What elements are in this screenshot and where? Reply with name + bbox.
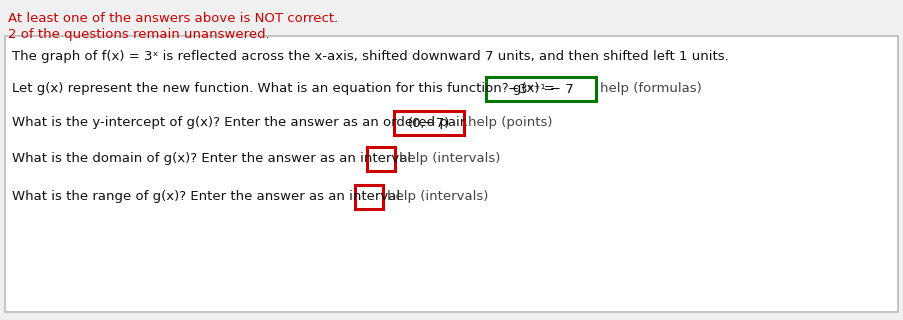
FancyBboxPatch shape <box>367 147 395 171</box>
Text: help (formulas): help (formulas) <box>600 82 701 95</box>
Text: help (intervals): help (intervals) <box>398 152 500 165</box>
FancyBboxPatch shape <box>5 36 897 312</box>
FancyBboxPatch shape <box>394 111 463 135</box>
Text: Let g(x) represent the new function. What is an equation for this function? g(x): Let g(x) represent the new function. Wha… <box>12 82 554 95</box>
Text: (0,−7): (0,−7) <box>407 117 450 130</box>
Text: help (points): help (points) <box>468 116 552 129</box>
Text: The graph of f(x) = 3ˣ is reflected across the x-axis, shifted downward 7 units,: The graph of f(x) = 3ˣ is reflected acro… <box>12 50 728 63</box>
Text: help (intervals): help (intervals) <box>386 190 488 203</box>
Text: What is the range of g(x)? Enter the answer as an interval.: What is the range of g(x)? Enter the ans… <box>12 190 404 203</box>
Text: What is the y-intercept of g(x)? Enter the answer as an ordered pair.: What is the y-intercept of g(x)? Enter t… <box>12 116 468 129</box>
Text: What is the domain of g(x)? Enter the answer as an interval.: What is the domain of g(x)? Enter the an… <box>12 152 414 165</box>
Text: 2 of the questions remain unanswered.: 2 of the questions remain unanswered. <box>8 28 269 41</box>
FancyBboxPatch shape <box>486 77 595 101</box>
Text: At least one of the answers above is NOT correct.: At least one of the answers above is NOT… <box>8 12 338 25</box>
FancyBboxPatch shape <box>355 185 383 209</box>
Text: −3ˣ⁺¹ − 7: −3ˣ⁺¹ − 7 <box>507 83 573 96</box>
